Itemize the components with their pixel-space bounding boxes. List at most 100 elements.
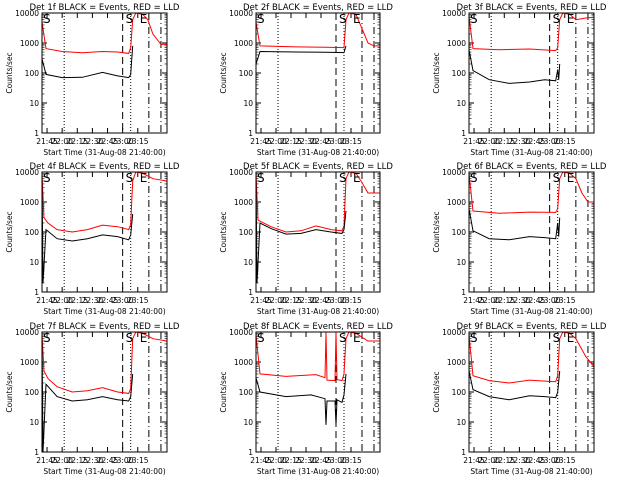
- events-series-line: [256, 173, 347, 284]
- x-tick-label: 22:45: [97, 456, 119, 465]
- x-tick-label: 22:00: [478, 456, 500, 465]
- plot-frame: [468, 171, 595, 293]
- time-marker-label: S: [126, 12, 134, 26]
- x-tick-label: 21:45: [36, 137, 58, 146]
- y-tick-label: 10: [243, 258, 253, 267]
- y-tick-label: 1000: [447, 39, 466, 48]
- time-marker-label: E: [353, 12, 361, 26]
- x-tick-label: 21:45: [250, 296, 272, 305]
- x-tick-label: 22:15: [280, 456, 302, 465]
- x-tick-label: 23:00: [539, 137, 561, 146]
- events-series-line: [42, 334, 134, 452]
- y-tick-label: 10000: [15, 328, 39, 337]
- lld-series-line: [469, 13, 594, 52]
- y-tick-label: 1000: [234, 198, 253, 207]
- events-series-line: [256, 45, 347, 65]
- x-tick-label: 23:15: [340, 296, 362, 305]
- x-tick-label: 21:45: [250, 456, 272, 465]
- x-tick-label: 22:15: [280, 296, 302, 305]
- x-axis-label: Start Time (31-Aug-08 21:40:00): [43, 148, 165, 157]
- time-marker-label: S: [553, 12, 561, 26]
- y-axis-label: Counts/sec: [219, 371, 228, 412]
- time-marker-label: E: [140, 12, 148, 26]
- detector-panel: Det 4f BLACK = Events, RED = LLD Counts/s…: [5, 162, 180, 316]
- x-tick-label: 23:00: [325, 456, 347, 465]
- y-tick-label: 100: [452, 388, 467, 397]
- x-tick-label: 22:00: [478, 137, 500, 146]
- x-tick-label: 22:45: [524, 456, 546, 465]
- y-tick-label: 100: [239, 228, 254, 237]
- time-marker-label: E: [567, 12, 575, 26]
- y-tick-label: 1000: [447, 198, 466, 207]
- x-tick-label: 23:15: [127, 296, 149, 305]
- y-tick-label: 10000: [442, 9, 466, 18]
- panel-title: Det 4f BLACK = Events, RED = LLD: [30, 162, 180, 172]
- x-tick-label: 23:00: [539, 296, 561, 305]
- x-tick-label: 22:45: [97, 296, 119, 305]
- y-tick-label: 10: [243, 99, 253, 108]
- detector-panel: Det 1f BLACK = Events, RED = LLD Counts/s…: [5, 3, 180, 157]
- y-tick-label: 1: [461, 129, 466, 138]
- x-axis-label: Start Time (31-Aug-08 21:40:00): [257, 467, 379, 476]
- y-axis-label: Counts/sec: [5, 52, 14, 93]
- time-marker-label: E: [567, 331, 575, 345]
- y-axis-label: Counts/sec: [219, 211, 228, 252]
- x-tick-label: 22:30: [295, 456, 317, 465]
- plot-frame: [255, 12, 381, 134]
- panel-title: Det 1f BLACK = Events, RED = LLD: [30, 3, 180, 13]
- plot-frame: [255, 171, 381, 293]
- x-tick-label: 23:00: [539, 456, 561, 465]
- panel-title: Det 3f BLACK = Events, RED = LLD: [457, 3, 607, 13]
- x-tick-label: 21:45: [36, 456, 58, 465]
- x-tick-label: 22:30: [82, 456, 104, 465]
- panel-title: Det 8f BLACK = Events, RED = LLD: [243, 322, 393, 332]
- x-tick-label: 23:15: [127, 137, 149, 146]
- y-tick-label: 10: [29, 258, 39, 267]
- x-tick-label: 21:45: [463, 296, 485, 305]
- x-tick-label: 22:15: [66, 296, 88, 305]
- lld-series-line: [256, 13, 380, 49]
- lld-series-line: [42, 332, 167, 394]
- y-tick-label: 1: [34, 288, 39, 297]
- time-marker-label: S: [553, 331, 561, 345]
- x-axis-label: Start Time (31-Aug-08 21:40:00): [470, 467, 592, 476]
- time-marker-label: E: [567, 171, 575, 185]
- x-tick-label: 23:00: [112, 456, 134, 465]
- x-tick-label: 22:00: [51, 296, 73, 305]
- y-tick-label: 100: [452, 228, 467, 237]
- y-tick-label: 10000: [229, 328, 253, 337]
- time-marker-label: S: [43, 331, 51, 345]
- x-axis-label: Start Time (31-Aug-08 21:40:00): [257, 307, 379, 316]
- y-tick-label: 100: [452, 69, 467, 78]
- detector-panel: Det 7f BLACK = Events, RED = LLD Counts/s…: [5, 322, 180, 476]
- plot-frame: [468, 331, 595, 453]
- x-tick-label: 22:45: [524, 137, 546, 146]
- x-tick-label: 22:45: [524, 296, 546, 305]
- time-marker-label: S: [339, 12, 347, 26]
- x-tick-label: 21:45: [250, 137, 272, 146]
- y-tick-label: 1: [248, 129, 253, 138]
- panel-title: Det 5f BLACK = Events, RED = LLD: [243, 162, 393, 172]
- x-tick-label: 23:15: [340, 137, 362, 146]
- x-tick-label: 22:15: [493, 456, 515, 465]
- x-axis-label: Start Time (31-Aug-08 21:40:00): [470, 148, 592, 157]
- y-tick-label: 1: [248, 448, 253, 457]
- detector-panel: Det 5f BLACK = Events, RED = LLD Counts/s…: [219, 162, 393, 316]
- y-tick-label: 1: [34, 448, 39, 457]
- x-tick-label: 23:00: [325, 296, 347, 305]
- y-tick-label: 1000: [234, 358, 253, 367]
- x-tick-label: 22:45: [97, 137, 119, 146]
- detector-panel: Det 3f BLACK = Events, RED = LLD Counts/s…: [432, 3, 607, 157]
- lld-series-line: [469, 332, 594, 384]
- y-tick-label: 100: [239, 388, 254, 397]
- x-tick-label: 22:45: [310, 137, 332, 146]
- detector-panel: Det 6f BLACK = Events, RED = LLD Counts/s…: [432, 162, 607, 316]
- y-tick-label: 1: [461, 448, 466, 457]
- time-marker-label: S: [339, 171, 347, 185]
- plot-frame: [255, 331, 381, 453]
- x-tick-label: 22:15: [493, 137, 515, 146]
- y-axis-label: Counts/sec: [432, 52, 441, 93]
- x-tick-label: 22:30: [509, 137, 531, 146]
- y-tick-label: 10: [243, 418, 253, 427]
- panel-title: Det 6f BLACK = Events, RED = LLD: [457, 162, 607, 172]
